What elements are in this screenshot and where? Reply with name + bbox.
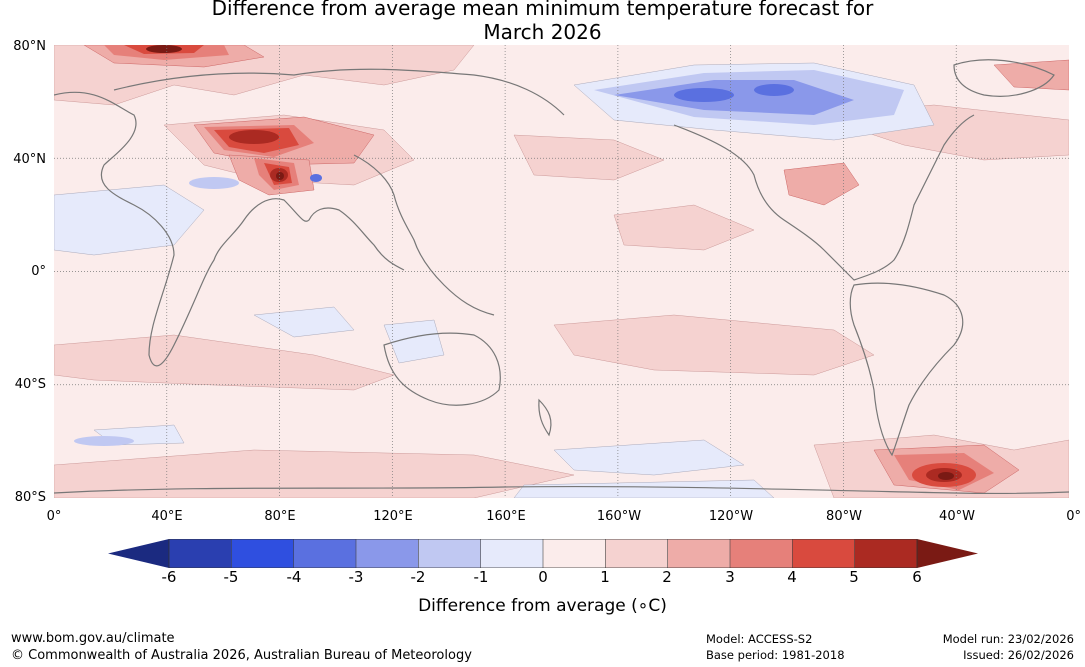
lon-label-40w: 40°W [939,509,975,524]
anomaly-minus4-to-minus3-regions [310,84,794,182]
footer-model: Model: ACCESS-S2 [706,632,813,646]
colorbar-tick: -4 [286,568,302,586]
colorbar-outline [168,539,918,568]
footer-base-period: Base period: 1981-2018 [706,648,845,662]
colorbar-cell [667,539,731,568]
colorbar-tick: -5 [223,568,239,586]
coast-australia [383,332,501,406]
colorbar-cells [169,539,918,568]
coast-north-america [673,114,975,281]
map-canvas [54,45,1069,498]
colorbar-cell [854,539,918,568]
coast-south-america [849,282,964,457]
colorbar-above-max-triangle [917,539,978,568]
lat-label-80s: 80°S [14,490,46,505]
footer-issued: Issued: 26/02/2026 [963,648,1074,662]
footer-model-run: Model run: 23/02/2026 [942,632,1074,646]
colorbar-tick: 1 [600,568,610,586]
coast-greenland [953,59,1055,97]
lon-label-120w: 120°W [708,509,754,524]
coast-asia-east [353,154,495,316]
lat-label-40s: 40°S [14,377,46,392]
colorbar-tick: 6 [912,568,922,586]
colorbar-cell [605,539,669,568]
colorbar-tick: -2 [410,568,426,586]
colorbar-cell [792,539,856,568]
colorbar-tick: -3 [348,568,364,586]
lon-label-160w: 160°W [596,509,642,524]
colorbar [108,539,978,568]
graticule [54,45,1069,498]
coast-africa-europe [54,91,405,367]
title-line-2: March 2026 [483,20,602,44]
colorbar-tick: -6 [161,568,177,586]
map-title: Difference from average mean minimum tem… [0,0,1085,44]
footer-website: www.bom.gov.au/climate [11,631,175,646]
lon-label-0-east-edge: 0° [1066,509,1081,524]
colorbar-tick: 4 [787,568,797,586]
forecast-map [54,45,1069,498]
lon-label-120e: 120°E [373,509,413,524]
colorbar-cell [418,539,482,568]
coast-antarctica [54,485,1069,495]
colorbar-label: Difference from average (∘C) [418,596,667,616]
anomaly-minus3-to-minus2-regions [614,80,854,115]
title-line-1: Difference from average mean minimum tem… [211,0,874,20]
colorbar-tick: 0 [538,568,548,586]
lon-label-80e: 80°E [264,509,296,524]
coast-asia-north [113,68,565,116]
footer-copyright: © Commonwealth of Australia 2026, Austra… [11,648,472,663]
coast-new-zealand [538,398,552,437]
colorbar-cell [730,539,793,568]
colorbar-cell [293,539,357,568]
lon-label-40e: 40°E [151,509,183,524]
colorbar-cell [231,539,295,568]
lon-label-160e: 160°E [486,509,526,524]
colorbar-below-min-triangle [108,539,169,568]
colorbar-cell [356,539,419,568]
colorbar-cell [169,539,232,568]
lat-label-40n: 40°N [13,152,46,167]
colorbar-cell [543,539,606,568]
lon-label-80w: 80°W [826,509,862,524]
lon-label-0-west-edge: 0° [46,509,62,524]
colorbar-tick: -1 [473,568,489,586]
colorbar-tick: 3 [725,568,735,586]
anomaly-above-6-regions [146,45,954,480]
lat-label-equator: 0° [31,264,46,279]
coastlines [54,59,1069,495]
lat-label-80n: 80°N [13,39,46,54]
colorbar-cell [480,539,544,568]
colorbar-tick: 2 [662,568,672,586]
colorbar-tick: 5 [849,568,859,586]
